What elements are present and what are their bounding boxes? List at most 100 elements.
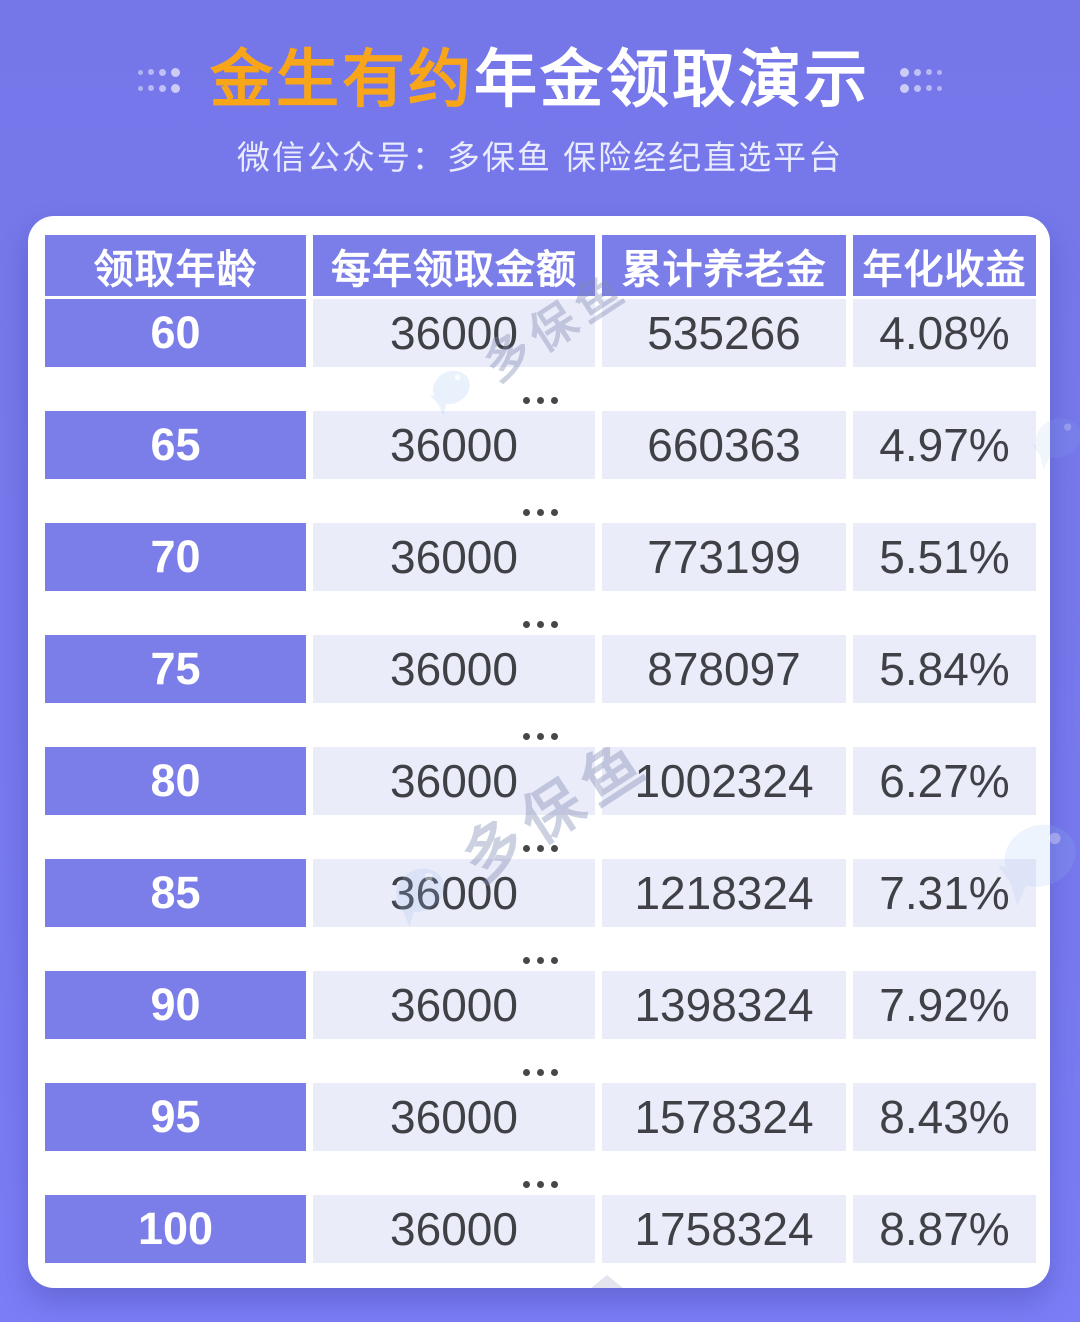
row-separator	[45, 479, 1035, 523]
cell-cumulative_pension: 773199	[602, 523, 846, 591]
cell-annualized_yield: 7.31%	[853, 859, 1036, 927]
ellipsis-dot-icon	[550, 621, 558, 628]
row-separator	[45, 591, 1035, 635]
ellipsis-dot-icon	[522, 733, 530, 740]
dot-icon	[914, 68, 921, 76]
table-row: 65 36000 660363 4.97%	[45, 411, 1036, 479]
table-row: 75 36000 878097 5.84%	[45, 635, 1036, 703]
cell-cumulative_pension: 535266	[602, 299, 846, 367]
ellipsis-dot-icon	[550, 509, 558, 516]
cell-annual_amount: 36000	[313, 859, 595, 927]
dot-icon	[937, 69, 942, 75]
cell-cumulative_pension: 878097	[602, 635, 846, 703]
dot-icon	[148, 69, 154, 76]
cell-annualized_yield: 4.08%	[853, 299, 1036, 367]
ellipsis-dot-icon	[522, 957, 530, 964]
cell-cumulative_pension: 1758324	[602, 1195, 846, 1263]
ellipsis-dot-icon	[522, 621, 530, 628]
cell-age: 75	[45, 635, 306, 703]
cell-annualized_yield: 8.87%	[853, 1195, 1036, 1263]
ellipsis-dot-icon	[550, 1069, 558, 1076]
cell-annual_amount: 36000	[313, 747, 595, 815]
ellipsis-dot-icon	[522, 1181, 530, 1188]
table-row: 70 36000 773199 5.51%	[45, 523, 1036, 591]
title-rest: 年金领取演示	[474, 45, 870, 115]
column-header-3: 累计养老金	[602, 235, 846, 296]
table-row: 85 36000 1218324 7.31%	[45, 859, 1036, 927]
row-separator	[45, 367, 1035, 411]
dot-icon	[138, 85, 143, 91]
cell-annual_amount: 36000	[313, 1083, 595, 1151]
row-separator	[45, 927, 1035, 971]
cell-annualized_yield: 8.43%	[853, 1083, 1036, 1151]
card-notch	[591, 1275, 623, 1288]
cell-annual_amount: 36000	[313, 971, 595, 1039]
cell-annual_amount: 36000	[313, 299, 595, 367]
row-separator	[45, 815, 1035, 859]
row-separator	[45, 703, 1035, 747]
ellipsis-dot-icon	[536, 1181, 544, 1188]
ellipsis-dot-icon	[536, 733, 544, 740]
title-row: 金生有约年金领取演示	[0, 44, 1080, 116]
table-row: 60 36000 535266 4.08%	[45, 299, 1036, 367]
cell-annual_amount: 36000	[313, 411, 595, 479]
cell-annualized_yield: 7.92%	[853, 971, 1036, 1039]
cell-cumulative_pension: 1002324	[602, 747, 846, 815]
cell-age: 70	[45, 523, 306, 591]
dot-icon	[900, 83, 909, 93]
table-row: 80 36000 1002324 6.27%	[45, 747, 1036, 815]
table-header-row: 领取年龄 每年领取金额 累计养老金 年化收益	[45, 235, 1036, 296]
dots-row	[900, 67, 942, 77]
row-separator	[45, 1151, 1035, 1195]
cell-age: 100	[45, 1195, 306, 1263]
column-header-1: 领取年龄	[45, 235, 306, 296]
table-row: 90 36000 1398324 7.92%	[45, 971, 1036, 1039]
dot-icon	[159, 68, 166, 76]
cell-annual_amount: 36000	[313, 523, 595, 591]
title-highlight: 金生有约	[210, 45, 474, 115]
ellipsis-dot-icon	[550, 397, 558, 404]
cell-cumulative_pension: 1398324	[602, 971, 846, 1039]
column-header-4: 年化收益	[853, 235, 1036, 296]
ellipsis-dot-icon	[550, 957, 558, 964]
ellipsis-dot-icon	[522, 845, 530, 852]
table-card: 领取年龄 每年领取金额 累计养老金 年化收益 60 36000 535266 4.08% 65…	[28, 216, 1050, 1288]
dot-icon	[900, 67, 909, 77]
cell-annualized_yield: 6.27%	[853, 747, 1036, 815]
cell-cumulative_pension: 1218324	[602, 859, 846, 927]
dot-icon	[914, 84, 921, 92]
dot-icon	[937, 85, 942, 91]
cell-cumulative_pension: 1578324	[602, 1083, 846, 1151]
ellipsis-dot-icon	[550, 733, 558, 740]
annuity-table: 领取年龄 每年领取金额 累计养老金 年化收益 60 36000 535266 4.08% 65…	[45, 235, 1036, 1263]
cell-age: 95	[45, 1083, 306, 1151]
table-row: 95 36000 1578324 8.43%	[45, 1083, 1036, 1151]
cell-age: 80	[45, 747, 306, 815]
ellipsis-dot-icon	[522, 1069, 530, 1076]
ellipsis-dot-icon	[536, 397, 544, 404]
cell-age: 85	[45, 859, 306, 927]
page-title: 金生有约年金领取演示	[210, 44, 870, 116]
cell-cumulative_pension: 660363	[602, 411, 846, 479]
cell-annual_amount: 36000	[313, 1195, 595, 1263]
subtitle: 微信公众号：多保鱼 保险经纪直选平台	[236, 139, 844, 176]
dot-icon	[138, 69, 143, 75]
column-header-2: 每年领取金额	[313, 235, 595, 296]
ellipsis-dot-icon	[550, 1181, 558, 1188]
dot-icon	[926, 69, 932, 76]
cell-annualized_yield: 5.84%	[853, 635, 1036, 703]
dots-row	[138, 67, 180, 77]
ellipsis-dot-icon	[536, 509, 544, 516]
cell-age: 60	[45, 299, 306, 367]
ellipsis-dot-icon	[536, 1069, 544, 1076]
row-separator	[45, 1039, 1035, 1083]
dot-icon	[926, 85, 932, 92]
cell-annualized_yield: 5.51%	[853, 523, 1036, 591]
dots-row	[900, 83, 942, 93]
cell-annualized_yield: 4.97%	[853, 411, 1036, 479]
cell-age: 65	[45, 411, 306, 479]
dot-icon	[171, 83, 180, 93]
cell-age: 90	[45, 971, 306, 1039]
ellipsis-dot-icon	[536, 845, 544, 852]
